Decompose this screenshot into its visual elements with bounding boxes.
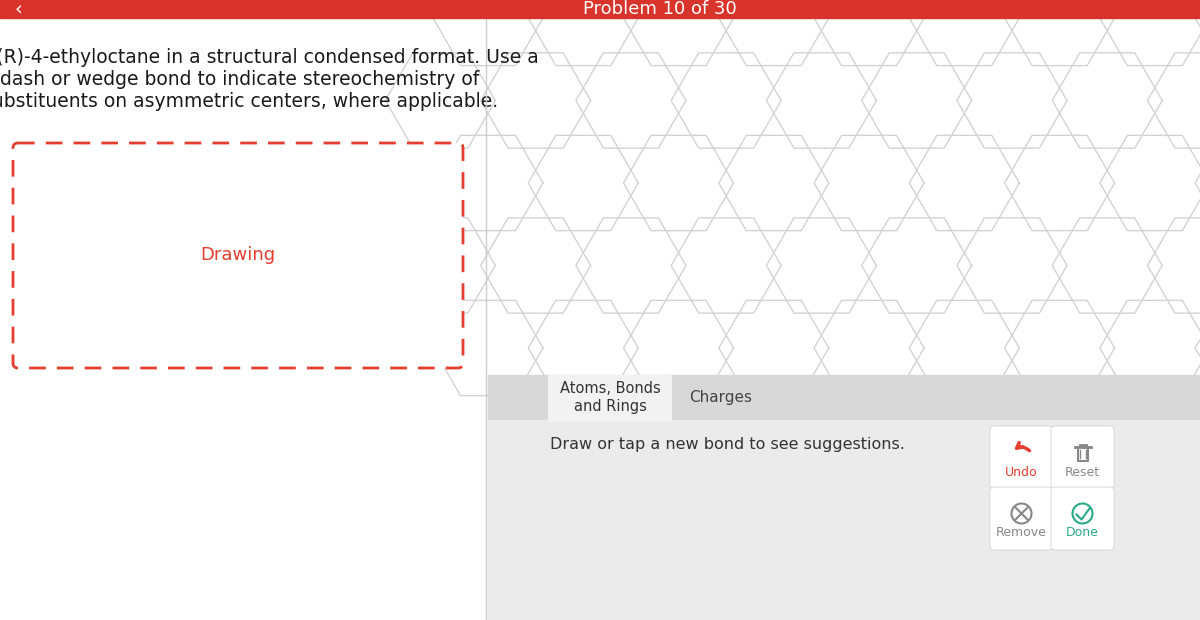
Text: Draw or tap a new bond to see suggestions.: Draw or tap a new bond to see suggestion… — [550, 438, 905, 453]
Bar — [0, 0, 1200, 18]
FancyBboxPatch shape — [13, 143, 463, 368]
Text: Done: Done — [1066, 526, 1099, 539]
Text: Problem 10 of 30: Problem 10 of 30 — [583, 0, 737, 18]
FancyBboxPatch shape — [1051, 487, 1114, 550]
Text: Atoms, Bonds
and Rings: Atoms, Bonds and Rings — [559, 381, 660, 414]
Text: Charges: Charges — [690, 390, 752, 405]
Text: ‹: ‹ — [14, 0, 23, 19]
Text: Draw (R)-4-ethyloctane in a structural condensed format. Use a
dash or wedge bon: Draw (R)-4-ethyloctane in a structural c… — [0, 48, 539, 111]
Bar — [488, 420, 1200, 620]
Text: Undo: Undo — [1006, 466, 1038, 479]
FancyBboxPatch shape — [990, 487, 1054, 550]
FancyBboxPatch shape — [990, 426, 1054, 489]
Bar — [488, 18, 1200, 375]
Bar — [488, 375, 1200, 420]
FancyBboxPatch shape — [548, 375, 672, 422]
Text: Remove: Remove — [996, 526, 1046, 539]
FancyBboxPatch shape — [1051, 426, 1114, 489]
Text: Reset: Reset — [1064, 466, 1100, 479]
Text: Drawing: Drawing — [200, 247, 276, 265]
Bar — [0, 18, 486, 620]
